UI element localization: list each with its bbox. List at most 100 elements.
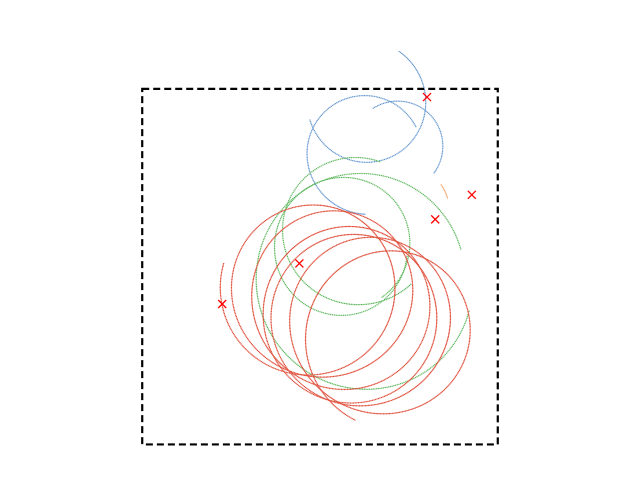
trajectory-point: [447, 385, 449, 387]
trajectory-point: [255, 282, 257, 284]
trajectory-point: [394, 286, 396, 289]
trajectory-point: [381, 296, 383, 298]
trajectory-point: [443, 286, 446, 289]
trajectory-point: [270, 332, 272, 335]
trajectory-point: [390, 399, 393, 402]
trajectory-point: [269, 365, 271, 368]
trajectory-point: [375, 341, 377, 344]
trajectory-point: [253, 273, 256, 275]
trajectory-point: [347, 158, 349, 160]
trajectory-point: [339, 388, 341, 391]
trajectory-point: [393, 200, 396, 202]
trajectory-point: [453, 231, 455, 233]
trajectory-point: [304, 338, 307, 340]
trajectory-point: [267, 358, 269, 360]
trajectory-point: [242, 345, 244, 348]
trajectory-point: [405, 257, 407, 260]
trajectory-point: [408, 102, 411, 104]
trajectory-point: [239, 250, 241, 252]
trajectory-point: [232, 272, 234, 275]
trajectory-point: [305, 351, 308, 353]
trajectory-point: [369, 235, 371, 237]
trajectory-point: [251, 306, 254, 308]
trajectory-point: [383, 247, 386, 249]
trajectory-point: [285, 253, 288, 256]
trajectory-point: [312, 374, 314, 376]
trajectory-point: [275, 360, 278, 362]
trajectory-point: [316, 211, 319, 214]
trajectory-point: [363, 94, 366, 97]
trajectory-point: [358, 387, 361, 389]
trajectory-point: [277, 224, 279, 226]
trajectory-point: [296, 185, 299, 187]
trajectory-point: [355, 405, 358, 407]
trajectory-point: [348, 388, 350, 391]
trajectory-point: [338, 374, 340, 377]
trajectory-point: [374, 305, 377, 307]
trajectory-point: [236, 317, 238, 319]
trajectory-point: [372, 404, 374, 406]
trajectory-point: [270, 222, 273, 225]
trajectory-point: [362, 213, 364, 215]
trajectory-point: [413, 407, 415, 410]
trajectory-point: [434, 270, 437, 272]
trajectory-point: [311, 304, 313, 307]
trajectory-point: [307, 361, 310, 364]
trajectory-point: [233, 334, 236, 336]
trajectory-point: [282, 362, 285, 364]
trajectory-point: [340, 226, 342, 228]
trajectory-point: [296, 256, 298, 258]
trajectory-point: [386, 176, 388, 178]
trajectory-point: [359, 237, 361, 239]
trajectory-point: [342, 374, 345, 376]
trajectory-point: [428, 314, 431, 317]
trajectory-point: [400, 250, 402, 253]
trajectory-point: [274, 256, 276, 258]
trajectory-point: [272, 298, 274, 300]
trajectory-point: [397, 246, 399, 248]
trajectory-point: [366, 411, 369, 414]
trajectory-point: [345, 263, 348, 265]
trajectory-point: [233, 266, 235, 268]
trajectory-point: [325, 162, 328, 165]
trajectory-point: [288, 320, 291, 322]
trajectory-point: [407, 253, 409, 256]
trajectory-point: [435, 310, 438, 312]
trajectory-point: [258, 224, 261, 227]
trajectory-point: [465, 355, 467, 358]
trajectory-point: [380, 226, 383, 228]
trajectory-point: [398, 396, 401, 398]
trajectory-point: [287, 288, 290, 290]
trajectory-point: [396, 293, 398, 296]
trajectory-point: [307, 139, 310, 141]
trajectory-point: [313, 212, 316, 215]
trajectory-point: [287, 257, 289, 259]
trajectory-point: [386, 99, 389, 102]
trajectory-point: [306, 155, 308, 157]
trajectory-point: [429, 300, 431, 303]
trajectory-point: [276, 226, 279, 228]
trajectory-point: [356, 358, 359, 361]
trajectory-point: [304, 379, 306, 382]
trajectory-point: [435, 307, 437, 309]
trajectory-point: [344, 176, 346, 179]
trajectory-point: [321, 386, 323, 388]
trajectory-point: [283, 215, 285, 218]
trajectory-point: [374, 412, 376, 415]
trajectory-point: [404, 264, 407, 266]
trajectory-point: [351, 388, 353, 390]
trajectory-point: [308, 169, 311, 171]
trajectory-point: [420, 79, 423, 82]
trajectory-point: [448, 331, 450, 333]
trajectory-point: [339, 174, 342, 177]
trajectory-point: [397, 292, 400, 295]
trajectory-point: [378, 356, 381, 359]
trajectory-point: [428, 293, 430, 295]
trajectory-point: [276, 349, 278, 352]
trajectory-point: [393, 294, 396, 297]
trajectory-point: [404, 251, 407, 253]
trajectory-point: [368, 412, 370, 414]
trajectory-point: [306, 322, 308, 325]
trajectory-point: [382, 227, 384, 229]
